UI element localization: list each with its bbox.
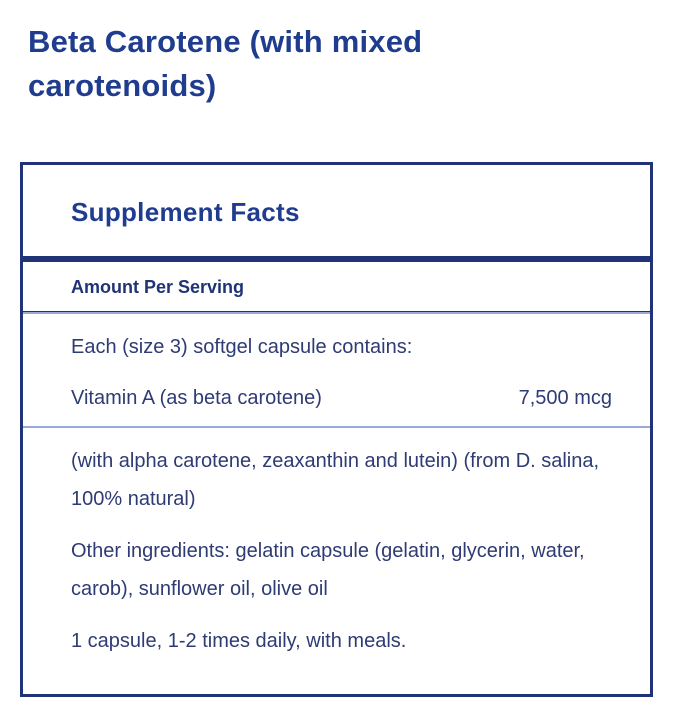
page-title: Beta Carotene (with mixed carotenoids)	[28, 24, 423, 103]
supplement-facts-header: Supplement Facts	[23, 165, 650, 256]
amount-per-serving-section: Amount Per Serving	[23, 262, 650, 311]
nutrient-row: Vitamin A (as beta carotene) 7,500 mcg	[71, 385, 612, 411]
thick-divider	[23, 256, 650, 262]
details-section: (with alpha carotene, zeaxanthin and lut…	[23, 428, 650, 694]
supplement-facts-heading: Supplement Facts	[71, 197, 300, 227]
nutrient-name: Vitamin A (as beta carotene)	[71, 387, 322, 409]
nutrient-amount: 7,500 mcg	[518, 387, 612, 409]
directions-text: 1 capsule, 1-2 times daily, with meals.	[71, 630, 407, 652]
mid-divider	[23, 311, 650, 314]
amount-per-serving-label: Amount Per Serving	[71, 277, 245, 297]
serving-intro-text: Each (size 3) softgel capsule contains:	[71, 336, 413, 358]
nutrient-note-text: (with alpha carotene, zeaxanthin and lut…	[71, 450, 600, 510]
supplement-facts-panel: Supplement Facts Amount Per Serving Each…	[20, 162, 653, 697]
thin-divider	[23, 426, 650, 428]
other-ingredients-text: Other ingredients: gelatin capsule (gela…	[71, 540, 585, 600]
serving-section: Each (size 3) softgel capsule contains: …	[23, 314, 650, 426]
